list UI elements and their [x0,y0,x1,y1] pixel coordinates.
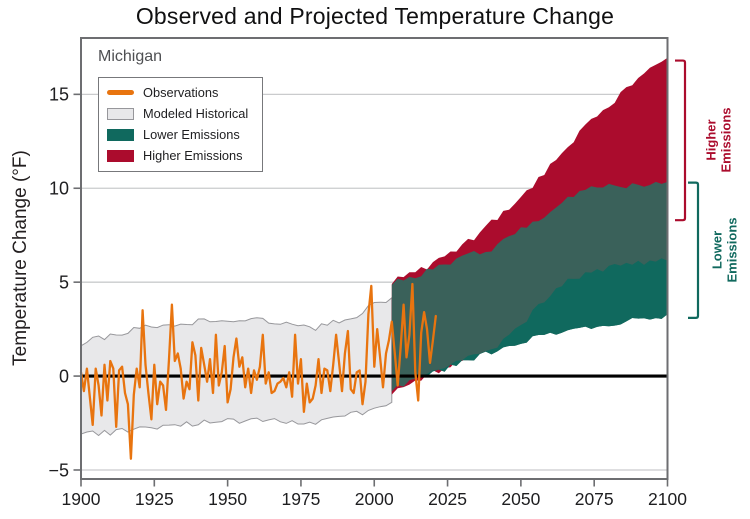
chart-title: Observed and Projected Temperature Chang… [135,3,615,29]
legend-item-modeled-historical: Modeled Historical [107,104,256,123]
legend-label-modeled-historical: Modeled Historical [143,106,249,121]
y-tick-label: 5 [59,272,69,292]
legend-label-observations: Observations [143,85,219,100]
observations-line-swatch [107,90,134,95]
higher-emissions-bracket [675,59,687,222]
legend-label-higher-emissions: Higher Emissions [143,148,243,163]
x-tick-label: 2050 [501,489,540,509]
y-tick-label: 10 [49,179,69,199]
y-tick-label: −5 [48,460,69,480]
legend-item-higher-emissions: Higher Emissions [107,146,256,165]
legend-item-observations: Observations [107,83,256,102]
y-tick-label: 0 [59,366,69,386]
higher-emissions-swatch [107,149,134,162]
higher-emissions-bracket-label: Higher Emissions [703,107,733,173]
x-tick-label: 1925 [135,489,174,509]
x-tick-label: 2075 [575,489,614,509]
legend: Observations Modeled Historical Lower Em… [98,77,263,172]
x-tick-label: 1975 [281,489,320,509]
observations-line [79,282,437,460]
x-tick-label: 1950 [208,489,247,509]
x-tick-label: 2025 [428,489,467,509]
lower-emissions-band [391,258,668,392]
y-axis-label: Temperature Change (°F) [10,150,31,366]
legend-label-lower-emissions: Lower Emissions [143,127,240,142]
x-tick-label: 1900 [62,489,101,509]
lower-emissions-bracket [688,181,700,319]
lower-emissions-bracket-label: Lower Emissions [709,217,739,283]
legend-item-lower-emissions: Lower Emissions [107,125,256,144]
modeled-historical-swatch [107,107,134,120]
x-tick-label: 2100 [648,489,687,509]
emissions-overlap-band [391,181,668,392]
lower-emissions-swatch [107,128,134,141]
region-label: Michigan [98,48,163,65]
x-tick-label: 2000 [355,489,394,509]
y-tick-label: 15 [49,85,69,105]
